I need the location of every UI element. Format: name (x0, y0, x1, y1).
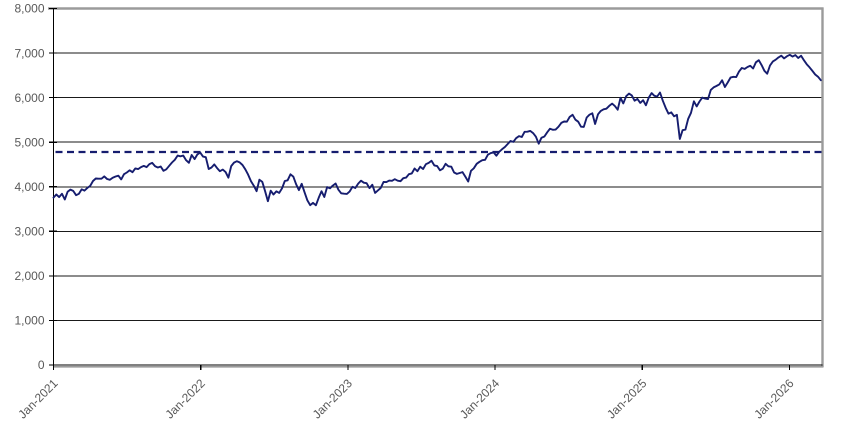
y-axis-label: 3,000 (14, 225, 44, 239)
y-axis-label: 5,000 (14, 135, 44, 149)
y-axis-label: 1,000 (14, 314, 44, 328)
y-axis-label: 8,000 (14, 2, 44, 16)
y-axis-label: 6,000 (14, 91, 44, 105)
index-series-line (52, 53, 822, 207)
y-axis-label: 0 (38, 358, 45, 372)
y-axis-label: 7,000 (14, 46, 44, 60)
y-axis-label: 4,000 (14, 180, 44, 194)
y-axis-label: 2,000 (14, 269, 44, 283)
